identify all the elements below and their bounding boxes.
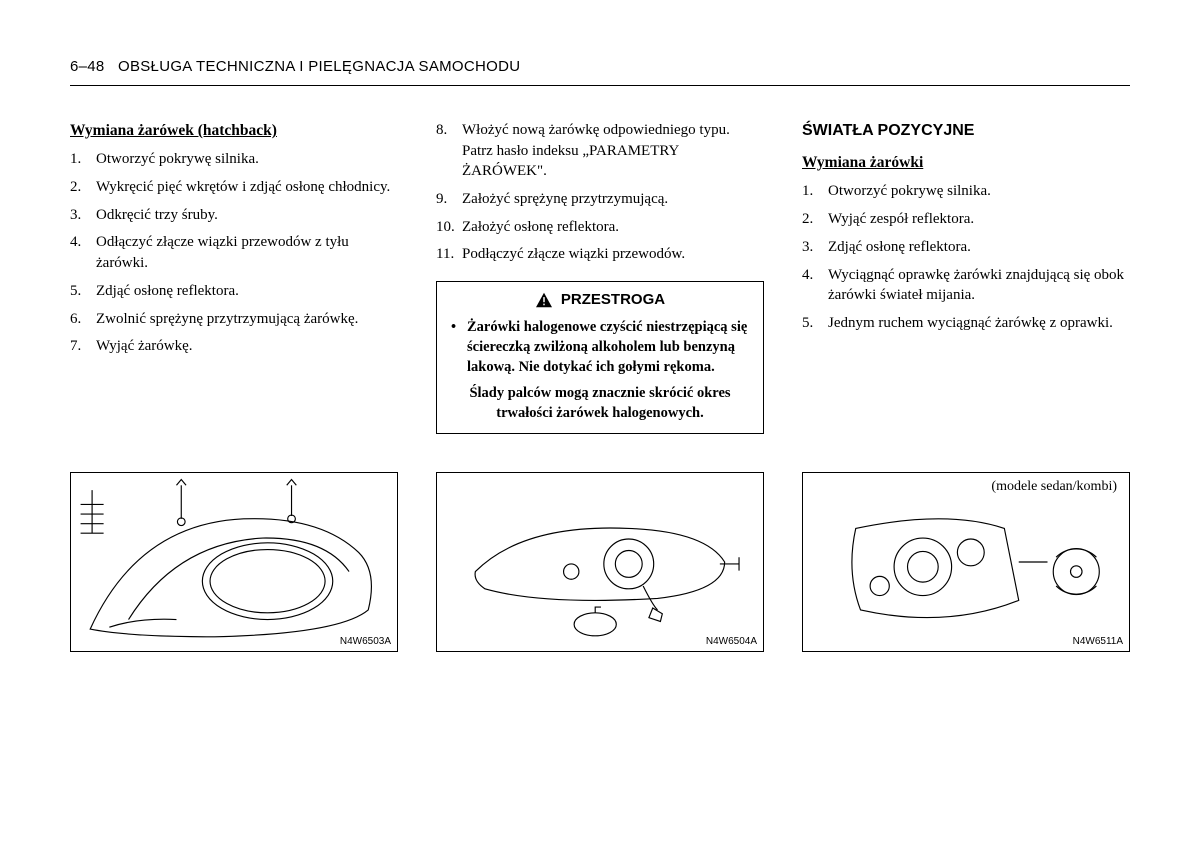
col1-heading: Wymiana żarówek (hatchback): [70, 120, 398, 141]
column-3: ŚWIATŁA POZYCYJNE Wymiana żarówki Otworz…: [802, 120, 1130, 434]
step-item: Otworzyć pokrywę silnika.: [70, 149, 398, 170]
step-item: Wykręcić pięć wkrętów i zdjąć osłonę chł…: [70, 177, 398, 198]
caution-title-row: PRZESTROGA: [451, 290, 749, 311]
figure-2-code: N4W6504A: [706, 636, 757, 647]
column-1: Wymiana żarówek (hatchback) Otworzyć pok…: [70, 120, 398, 434]
col2-steps: Włożyć nową żarówkę odpowiedniego typu. …: [436, 120, 764, 265]
header-rule: [70, 85, 1130, 86]
figure-1: N4W6503A: [70, 472, 398, 652]
headlamp-rear-drawing-icon: [437, 473, 763, 651]
step-item: Założyć osłonę reflektora.: [436, 217, 764, 238]
step-item: Otworzyć pokrywę silnika.: [802, 181, 1130, 202]
step-item: Zwolnić sprężynę przytrzymującą żarówkę.: [70, 309, 398, 330]
figure-3-code: N4W6511A: [1073, 636, 1123, 647]
caution-body: Ślady palców mogą znacznie skrócić okres…: [451, 383, 749, 423]
step-item: Podłączyć złącze wiązki przewodów.: [436, 244, 764, 265]
chapter-title: OBSŁUGA TECHNICZNA I PIELĘGNACJA SAMOCHO…: [118, 58, 520, 75]
col3-steps: Otworzyć pokrywę silnika. Wyjąć zespół r…: [802, 181, 1130, 333]
headlamp-sedan-drawing-icon: [803, 473, 1129, 651]
step-item: Odłączyć złącze wiązki przewodów z tyłu …: [70, 232, 398, 273]
page-ref: 6–48: [70, 58, 105, 75]
caution-bullet: • Żarówki halogenowe czyścić niestrzępią…: [451, 317, 749, 377]
figure-3-caption: (modele sedan/kombi): [991, 479, 1117, 495]
caution-title: PRZESTROGA: [561, 290, 665, 311]
figure-1-code: N4W6503A: [340, 636, 391, 647]
figure-3: (modele sedan/kombi) N4W6511A: [802, 472, 1130, 652]
caution-bullet-text: Żarówki halogenowe czyścić niestrzępiącą…: [467, 317, 749, 377]
figure-2: N4W6504A: [436, 472, 764, 652]
column-2: Włożyć nową żarówkę odpowiedniego typu. …: [436, 120, 764, 434]
col3-subheading: Wymiana żarówki: [802, 152, 1130, 173]
step-item: Zdjąć osłonę reflektora.: [802, 237, 1130, 258]
step-item: Wyciągnąć oprawkę żarówki znajdującą się…: [802, 265, 1130, 306]
step-item: Odkręcić trzy śruby.: [70, 205, 398, 226]
col3-section-heading: ŚWIATŁA POZYCYJNE: [802, 120, 1130, 142]
step-item: Jednym ruchem wyciągnąć żarówkę z oprawk…: [802, 313, 1130, 334]
step-item: Wyjąć zespół reflektora.: [802, 209, 1130, 230]
col1-steps: Otworzyć pokrywę silnika. Wykręcić pięć …: [70, 149, 398, 357]
headlamp-assembly-drawing-icon: [71, 473, 397, 651]
step-item: Wyjąć żarówkę.: [70, 336, 398, 357]
content-columns: Wymiana żarówek (hatchback) Otworzyć pok…: [70, 120, 1130, 434]
step-item: Włożyć nową żarówkę odpowiedniego typu. …: [436, 120, 764, 182]
step-item: Zdjąć osłonę reflektora.: [70, 281, 398, 302]
bullet-dot: •: [451, 317, 467, 377]
figures-row: N4W6503A N4W6504A (modele sedan/kombi): [70, 472, 1130, 652]
step-item: Założyć sprężynę przytrzymującą.: [436, 189, 764, 210]
page-header: 6–48 OBSŁUGA TECHNICZNA I PIELĘGNACJA SA…: [70, 58, 1130, 75]
warning-triangle-icon: [535, 292, 553, 308]
caution-box: PRZESTROGA • Żarówki halogenowe czyścić …: [436, 281, 764, 434]
